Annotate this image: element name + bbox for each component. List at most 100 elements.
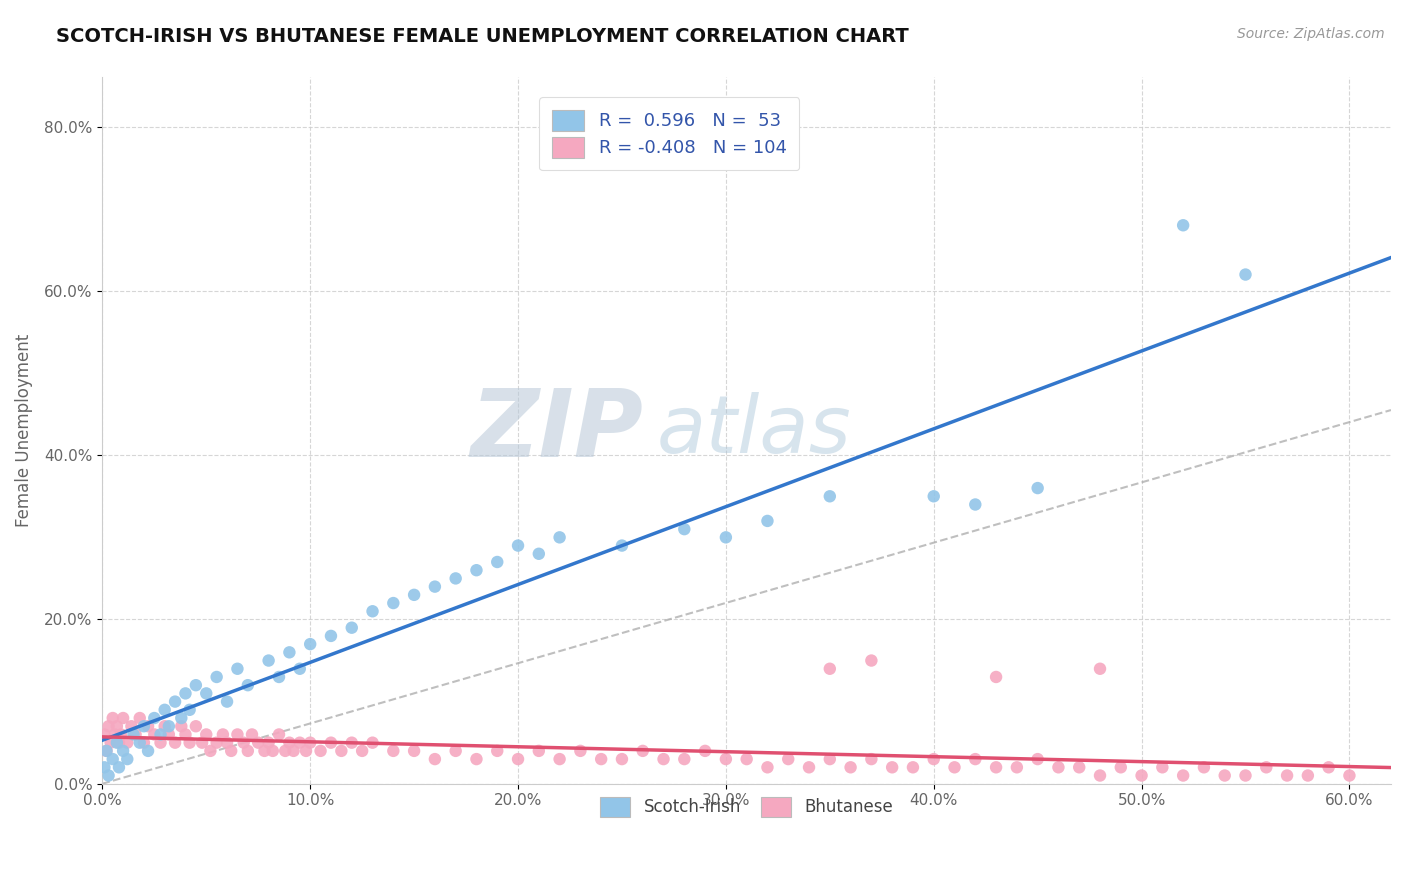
Text: atlas: atlas bbox=[657, 392, 851, 469]
Point bbox=[122, 727, 145, 741]
Point bbox=[486, 744, 509, 758]
Point bbox=[486, 555, 509, 569]
Point bbox=[153, 703, 176, 717]
Point bbox=[1026, 481, 1049, 495]
Point bbox=[569, 744, 592, 758]
Point bbox=[352, 744, 374, 758]
Point bbox=[610, 539, 633, 553]
Point bbox=[226, 727, 249, 741]
Point bbox=[778, 752, 800, 766]
Point bbox=[527, 547, 550, 561]
Point bbox=[108, 760, 131, 774]
Point bbox=[1047, 760, 1070, 774]
Point bbox=[110, 727, 132, 741]
Point bbox=[93, 727, 115, 741]
Point bbox=[179, 736, 201, 750]
Point bbox=[361, 736, 384, 750]
Point bbox=[174, 686, 197, 700]
Point bbox=[257, 736, 280, 750]
Point bbox=[631, 744, 654, 758]
Point bbox=[756, 760, 779, 774]
Point bbox=[922, 752, 945, 766]
Point bbox=[170, 711, 193, 725]
Point bbox=[247, 736, 270, 750]
Text: ZIP: ZIP bbox=[471, 384, 644, 476]
Point bbox=[274, 744, 297, 758]
Point bbox=[96, 744, 118, 758]
Point bbox=[839, 760, 862, 774]
Point bbox=[170, 719, 193, 733]
Point bbox=[548, 752, 571, 766]
Point bbox=[165, 736, 187, 750]
Point bbox=[1088, 662, 1111, 676]
Point bbox=[1234, 768, 1257, 782]
Point bbox=[1109, 760, 1132, 774]
Point bbox=[184, 719, 207, 733]
Point bbox=[124, 727, 146, 741]
Point bbox=[860, 752, 883, 766]
Point bbox=[1026, 752, 1049, 766]
Point bbox=[117, 736, 139, 750]
Point bbox=[1339, 768, 1361, 782]
Point bbox=[404, 588, 426, 602]
Point bbox=[117, 752, 139, 766]
Point bbox=[506, 539, 529, 553]
Point bbox=[299, 736, 322, 750]
Point bbox=[200, 744, 222, 758]
Point bbox=[149, 736, 172, 750]
Point bbox=[132, 736, 155, 750]
Point bbox=[965, 752, 987, 766]
Point bbox=[299, 637, 322, 651]
Point bbox=[236, 744, 259, 758]
Point bbox=[295, 744, 318, 758]
Point bbox=[610, 752, 633, 766]
Point bbox=[179, 703, 201, 717]
Point bbox=[309, 744, 332, 758]
Point bbox=[340, 621, 363, 635]
Point bbox=[101, 711, 124, 725]
Point bbox=[319, 736, 342, 750]
Point bbox=[423, 752, 446, 766]
Point bbox=[1213, 768, 1236, 782]
Point bbox=[174, 727, 197, 741]
Point bbox=[1275, 768, 1298, 782]
Point bbox=[1152, 760, 1174, 774]
Point bbox=[1317, 760, 1340, 774]
Point bbox=[262, 744, 284, 758]
Point bbox=[105, 736, 128, 750]
Point bbox=[212, 727, 235, 741]
Point bbox=[278, 736, 301, 750]
Point bbox=[382, 596, 405, 610]
Point bbox=[984, 670, 1007, 684]
Point bbox=[112, 711, 135, 725]
Point bbox=[465, 752, 488, 766]
Point bbox=[165, 695, 187, 709]
Point bbox=[673, 752, 696, 766]
Point bbox=[901, 760, 924, 774]
Point bbox=[1192, 760, 1215, 774]
Point bbox=[735, 752, 758, 766]
Point bbox=[101, 752, 124, 766]
Point bbox=[922, 489, 945, 503]
Point bbox=[132, 719, 155, 733]
Point bbox=[136, 719, 159, 733]
Point bbox=[361, 604, 384, 618]
Point bbox=[215, 695, 238, 709]
Point bbox=[1005, 760, 1028, 774]
Point bbox=[714, 752, 737, 766]
Point bbox=[283, 744, 305, 758]
Point bbox=[382, 744, 405, 758]
Point bbox=[1130, 768, 1153, 782]
Point bbox=[120, 719, 142, 733]
Point bbox=[444, 744, 467, 758]
Point bbox=[1173, 768, 1195, 782]
Point bbox=[153, 719, 176, 733]
Point bbox=[984, 760, 1007, 774]
Point bbox=[591, 752, 613, 766]
Point bbox=[143, 727, 166, 741]
Point bbox=[226, 662, 249, 676]
Point bbox=[818, 752, 841, 766]
Point bbox=[112, 744, 135, 758]
Point bbox=[1088, 768, 1111, 782]
Point bbox=[423, 580, 446, 594]
